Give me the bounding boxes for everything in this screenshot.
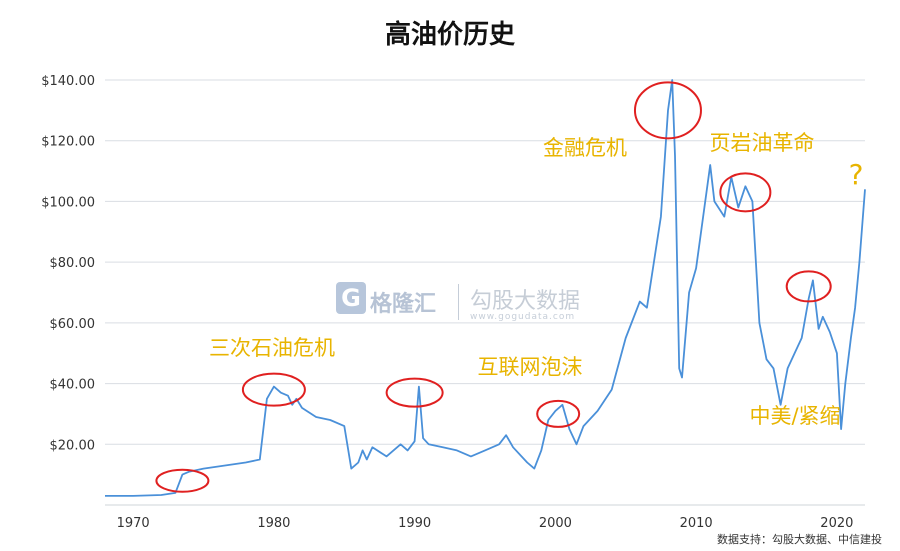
chart-title: 高油价历史 xyxy=(384,20,515,50)
y-tick-label: $20.00 xyxy=(50,438,96,453)
x-tick-label: 2000 xyxy=(539,516,572,531)
annotation-label: 中美/紧缩 xyxy=(749,404,840,428)
highlight-ellipse xyxy=(633,81,702,140)
y-tick-label: $60.00 xyxy=(50,317,96,332)
y-tick-label: $100.00 xyxy=(41,195,95,210)
annotation-label: 三次石油危机 xyxy=(209,336,335,360)
annotation-label: 金融危机 xyxy=(543,136,627,160)
annotation-label: ? xyxy=(849,158,864,191)
x-tick-label: 2020 xyxy=(820,516,853,531)
x-tick-label: 1990 xyxy=(398,516,431,531)
annotation-label: 页岩油革命 xyxy=(710,131,815,155)
y-tick-label: $80.00 xyxy=(50,256,96,271)
watermark-logo-icon: G xyxy=(336,282,366,314)
annotation-label: 互联网泡沫 xyxy=(478,355,583,379)
x-tick-label: 2010 xyxy=(680,516,713,531)
gridlines xyxy=(105,79,865,506)
highlight-ellipse xyxy=(155,468,210,493)
watermark-divider xyxy=(458,284,459,320)
x-tick-label: 1970 xyxy=(117,516,150,531)
y-tick-label: $40.00 xyxy=(50,378,96,393)
watermark-url: www.gogudata.com xyxy=(470,312,576,322)
y-tick-label: $140.00 xyxy=(41,74,95,89)
price-series xyxy=(105,79,866,497)
oil-price-line xyxy=(105,79,866,497)
source-note: 数据支持：勾股大数据、中信建投 xyxy=(717,533,882,546)
highlight-ellipse xyxy=(536,399,581,428)
y-tick-label: $120.00 xyxy=(41,135,95,150)
highlight-ellipse xyxy=(241,372,306,407)
y-axis-ticks: $20.00 $40.00 $60.00 $80.00 $100.00 $120.00 $1… xyxy=(41,74,95,453)
highlight-ellipse xyxy=(785,270,832,303)
x-tick-label: 1980 xyxy=(257,516,290,531)
x-axis-ticks: 1970 1980 1990 2000 2010 2020 xyxy=(117,516,854,531)
watermark-logo-text: 格隆汇 xyxy=(370,292,437,317)
highlight-ellipse xyxy=(719,172,772,213)
watermark-text: 勾股大数据 xyxy=(470,289,581,314)
highlight-ellipse xyxy=(385,377,444,408)
